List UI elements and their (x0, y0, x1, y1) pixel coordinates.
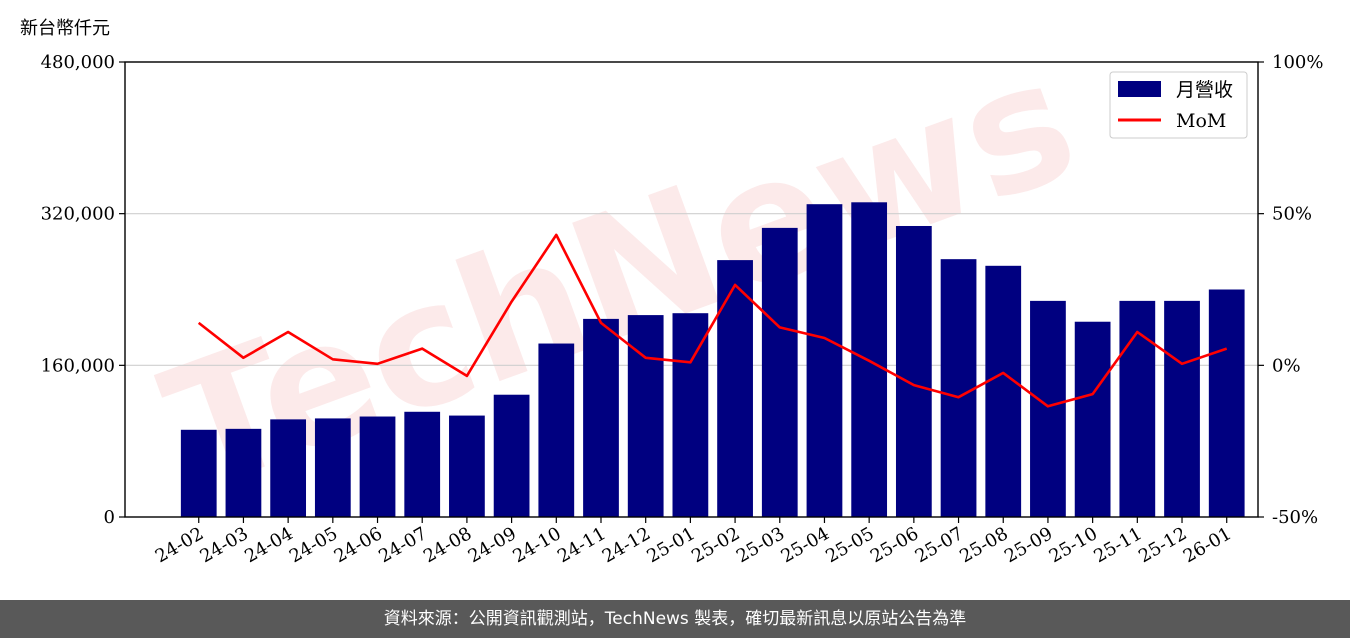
bar-24-04 (270, 419, 307, 517)
x-tick-label: 25-03 (733, 523, 788, 567)
x-tick-label: 24-07 (375, 523, 430, 567)
x-tick-label: 25-02 (688, 523, 743, 567)
bar-25-04 (806, 204, 843, 517)
x-tick-label: 24-04 (241, 523, 296, 567)
x-tick-label: 25-08 (956, 523, 1011, 567)
plot-frame (124, 61, 1259, 518)
bar-24-08 (449, 415, 485, 517)
bar-25-02 (717, 260, 753, 517)
y-right-tick-label: 0% (1272, 355, 1301, 376)
x-tick-label: 25-11 (1090, 523, 1145, 567)
bar-25-07 (940, 259, 977, 517)
bar-25-11 (1119, 300, 1156, 517)
bar-24-07 (404, 411, 441, 517)
bar-26-01 (1208, 289, 1245, 517)
x-tick-label: 24-06 (331, 523, 386, 567)
y-axis-unit-label: 新台幣仟元 (20, 18, 110, 39)
x-tick-label: 25-06 (867, 523, 922, 567)
bar-24-12 (627, 315, 664, 517)
bar-25-06 (895, 225, 932, 518)
bar-24-10 (538, 343, 575, 517)
y-right-tick-label: 100% (1272, 52, 1323, 73)
bar-24-11 (583, 318, 619, 517)
y-left-tick-label: 480,000 (41, 52, 115, 73)
bar-25-03 (761, 227, 798, 517)
legend: 月營收 MoM (1109, 71, 1248, 139)
bar-24-03 (225, 428, 262, 517)
mom-line (197, 233, 1228, 408)
bar-25-01 (672, 313, 709, 517)
bar-24-06 (359, 416, 396, 517)
x-tick-label: 24-10 (509, 523, 564, 567)
x-tick-label: 25-10 (1046, 523, 1101, 567)
x-tick-label: 24-09 (465, 523, 520, 567)
footer-source-note: 資料來源：公開資訊觀測站，TechNews 製表，確切最新訊息以原站公告為準 (0, 600, 1350, 638)
x-tick-label: 24-12 (599, 523, 654, 567)
y-right-tick-label: 50% (1272, 204, 1312, 225)
x-tick-label: 25-04 (778, 523, 833, 567)
bar-25-10 (1074, 321, 1111, 517)
bar-24-02 (180, 429, 217, 517)
x-tick-label: 24-08 (420, 523, 475, 567)
x-tick-label: 24-02 (152, 523, 207, 567)
x-tick-label: 25-01 (643, 523, 698, 567)
y-right-tick-label: -50% (1272, 507, 1318, 528)
y-left-tick-label: 160,000 (41, 355, 115, 376)
legend-label-revenue: 月營收 (1176, 79, 1233, 101)
bar-25-08 (985, 265, 1022, 517)
mom-line-layer (197, 233, 1228, 408)
x-tick-label: 24-05 (286, 523, 341, 567)
x-tick-label: 25-12 (1135, 523, 1190, 567)
bar-24-09 (493, 394, 530, 517)
y-left-tick-label: 0 (104, 507, 115, 528)
x-tick-label: 25-05 (822, 523, 877, 567)
bar-24-05 (314, 418, 351, 517)
y-left-tick-label: 320,000 (41, 204, 115, 225)
x-tick-label: 24-03 (197, 523, 252, 567)
bar-25-09 (1030, 300, 1066, 517)
x-tick-label: 24-11 (554, 523, 609, 567)
x-tick-label: 25-09 (1001, 523, 1056, 567)
revenue-chart: TechNews 0160,000320,000480,000-50%0%50%… (41, 21, 1324, 568)
bar-25-12 (1164, 300, 1200, 517)
legend-bar-swatch (1118, 81, 1161, 97)
legend-label-mom: MoM (1176, 110, 1226, 132)
x-tick-label: 26-01 (1180, 523, 1235, 567)
x-tick-label: 25-07 (912, 523, 967, 567)
